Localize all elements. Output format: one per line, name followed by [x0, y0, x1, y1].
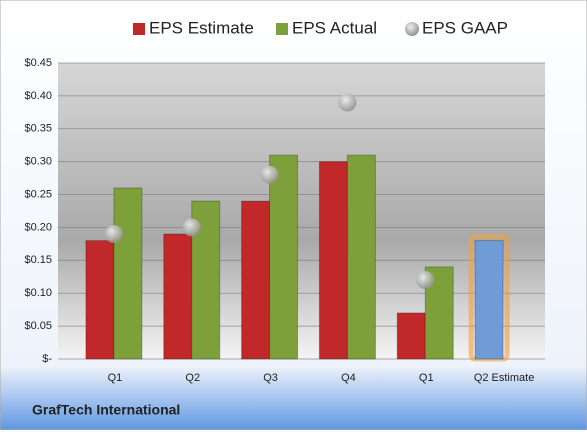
- footer: GrafTech International: [32, 402, 180, 418]
- x-tick-label: Q1: [419, 372, 434, 384]
- y-tick-label: $0.30: [24, 156, 52, 168]
- legend-label: EPS GAAP: [422, 18, 508, 37]
- bar: [241, 200, 271, 360]
- gaap-point: [338, 93, 357, 112]
- x-tick-label: Q3: [263, 372, 278, 384]
- x-tick-label: Q2: [185, 372, 200, 384]
- y-tick-label: $0.20: [24, 221, 52, 233]
- y-tick-label: $0.25: [24, 188, 52, 200]
- bar: [474, 240, 504, 360]
- legend-swatch: [405, 22, 419, 36]
- y-tick-label: $-: [42, 353, 52, 365]
- y-tick-label: $0.05: [24, 320, 52, 332]
- legend-swatch: [133, 23, 145, 35]
- bar: [163, 233, 193, 360]
- bar: [85, 240, 115, 360]
- bar: [269, 154, 299, 360]
- x-tick-label: Q2 Estimate: [474, 372, 535, 384]
- legend-label: EPS Actual: [292, 18, 377, 37]
- legend-swatch: [276, 23, 288, 35]
- gaap-point: [416, 271, 435, 290]
- x-tick-label: Q4: [341, 372, 356, 384]
- gaap-point: [182, 218, 201, 237]
- y-tick-label: $0.10: [24, 287, 52, 299]
- y-tick-label: $0.45: [24, 57, 52, 69]
- y-tick-label: $0.35: [24, 123, 52, 135]
- bar: [346, 154, 376, 360]
- gaap-point: [260, 165, 279, 184]
- y-tick-label: $0.15: [24, 254, 52, 266]
- y-tick-label: $0.40: [24, 90, 52, 102]
- bar: [318, 161, 348, 360]
- x-tick-label: Q1: [108, 372, 123, 384]
- gaap-point: [104, 225, 123, 244]
- legend-label: EPS Estimate: [149, 18, 254, 37]
- bar: [396, 312, 426, 360]
- bar: [113, 187, 143, 360]
